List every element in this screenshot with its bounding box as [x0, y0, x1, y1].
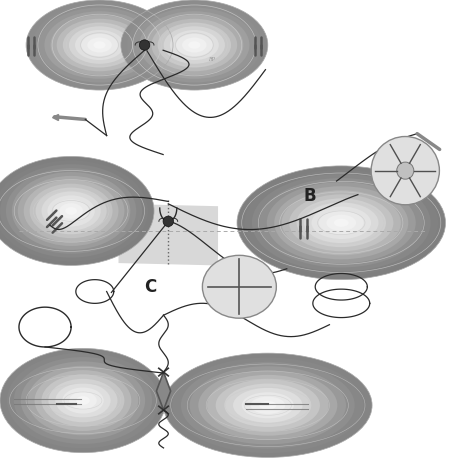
Ellipse shape: [164, 353, 372, 457]
Ellipse shape: [304, 202, 379, 243]
Ellipse shape: [146, 15, 243, 75]
Ellipse shape: [87, 37, 112, 53]
Ellipse shape: [63, 23, 136, 67]
Ellipse shape: [0, 160, 148, 262]
Ellipse shape: [334, 219, 349, 227]
Circle shape: [139, 40, 150, 50]
Ellipse shape: [121, 0, 268, 90]
Ellipse shape: [237, 166, 446, 280]
Ellipse shape: [48, 379, 118, 422]
Ellipse shape: [274, 186, 408, 259]
Circle shape: [371, 137, 439, 205]
Ellipse shape: [0, 164, 142, 258]
Ellipse shape: [152, 19, 237, 71]
Ellipse shape: [198, 371, 337, 440]
Ellipse shape: [282, 190, 401, 255]
Polygon shape: [156, 372, 171, 410]
Ellipse shape: [242, 392, 294, 419]
Ellipse shape: [65, 207, 77, 215]
Text: C: C: [145, 277, 157, 295]
Ellipse shape: [139, 11, 249, 79]
Ellipse shape: [38, 8, 161, 82]
Ellipse shape: [53, 199, 89, 223]
Ellipse shape: [21, 361, 145, 440]
Polygon shape: [118, 204, 218, 265]
Ellipse shape: [35, 370, 131, 431]
Ellipse shape: [41, 374, 124, 427]
Ellipse shape: [133, 8, 255, 82]
Ellipse shape: [32, 4, 167, 86]
Ellipse shape: [172, 357, 364, 453]
Ellipse shape: [327, 215, 356, 231]
Ellipse shape: [259, 178, 423, 267]
Ellipse shape: [55, 383, 110, 418]
Ellipse shape: [157, 23, 231, 67]
Text: RP: RP: [209, 57, 216, 62]
Ellipse shape: [62, 388, 104, 413]
Ellipse shape: [57, 19, 142, 71]
Ellipse shape: [319, 210, 364, 235]
Ellipse shape: [41, 191, 100, 230]
Ellipse shape: [0, 348, 166, 453]
Ellipse shape: [81, 34, 118, 56]
Ellipse shape: [311, 207, 371, 239]
Ellipse shape: [27, 366, 138, 435]
Ellipse shape: [47, 195, 95, 227]
Ellipse shape: [18, 176, 124, 246]
Ellipse shape: [233, 388, 302, 423]
Text: B: B: [303, 187, 316, 205]
Ellipse shape: [69, 26, 130, 64]
Circle shape: [163, 216, 173, 227]
Ellipse shape: [250, 397, 285, 414]
Ellipse shape: [289, 194, 393, 251]
Ellipse shape: [188, 41, 201, 49]
Ellipse shape: [127, 4, 262, 86]
Ellipse shape: [59, 203, 83, 219]
Ellipse shape: [12, 172, 130, 250]
Ellipse shape: [170, 30, 219, 60]
Ellipse shape: [51, 15, 148, 75]
Ellipse shape: [176, 34, 213, 56]
Ellipse shape: [6, 168, 136, 254]
Ellipse shape: [164, 26, 225, 64]
Circle shape: [397, 162, 414, 179]
Ellipse shape: [36, 188, 107, 234]
Ellipse shape: [0, 156, 154, 265]
Ellipse shape: [29, 183, 112, 238]
Ellipse shape: [69, 392, 97, 409]
Ellipse shape: [259, 401, 276, 410]
Ellipse shape: [181, 362, 355, 449]
Ellipse shape: [26, 0, 173, 90]
Ellipse shape: [252, 174, 431, 272]
Ellipse shape: [45, 11, 155, 79]
Ellipse shape: [216, 379, 320, 431]
Ellipse shape: [297, 199, 386, 247]
Ellipse shape: [7, 353, 159, 448]
Ellipse shape: [207, 375, 328, 436]
Ellipse shape: [76, 396, 90, 405]
Ellipse shape: [24, 180, 119, 242]
Ellipse shape: [14, 357, 152, 444]
Ellipse shape: [267, 182, 416, 264]
Ellipse shape: [224, 383, 311, 427]
Ellipse shape: [245, 170, 438, 275]
Ellipse shape: [202, 255, 276, 318]
Ellipse shape: [182, 37, 207, 53]
Ellipse shape: [93, 41, 106, 49]
Ellipse shape: [190, 366, 346, 445]
Ellipse shape: [75, 30, 124, 60]
